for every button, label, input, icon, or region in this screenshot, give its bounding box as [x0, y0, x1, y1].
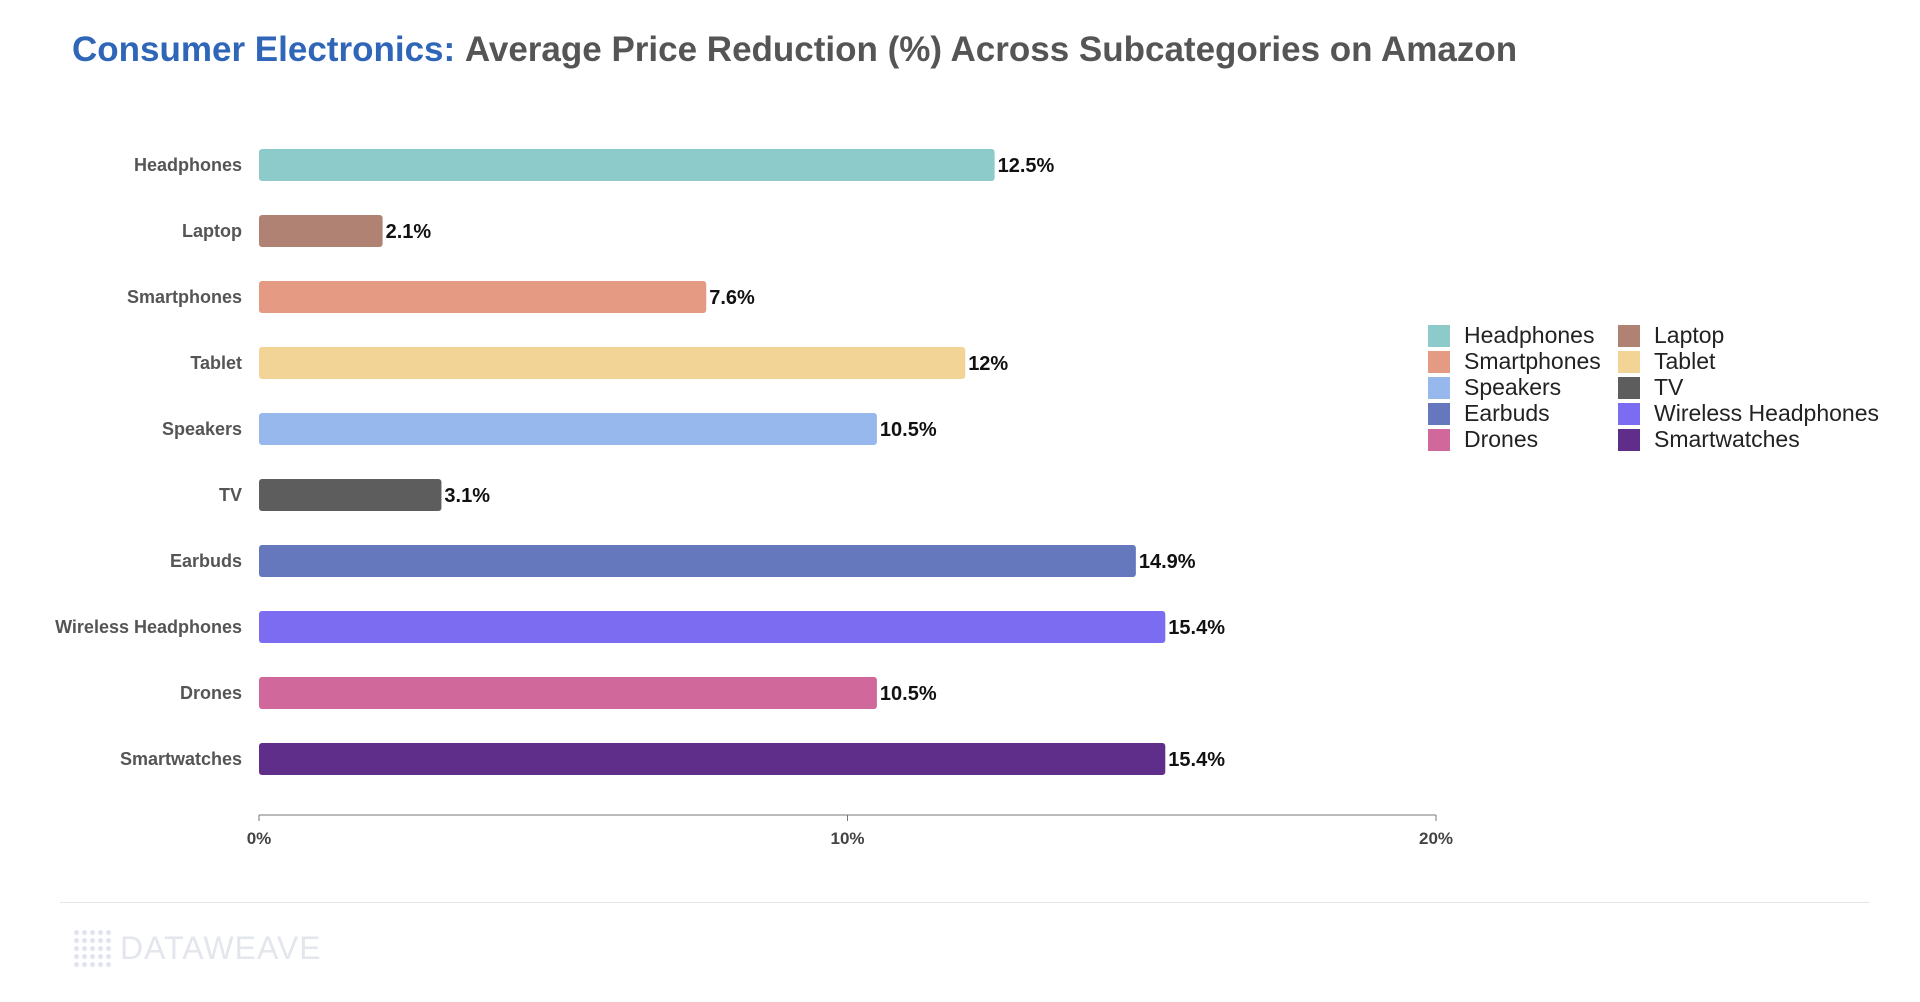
chart-legend: Headphones Laptop Smartphones Tablet Speaker… [1428, 322, 1879, 452]
legend-item: Speakers [1428, 374, 1618, 400]
data-label: 12% [968, 353, 1008, 375]
legend-swatch [1618, 324, 1640, 347]
bar [259, 413, 877, 445]
bar [259, 215, 383, 247]
legend-label: Earbuds [1464, 400, 1550, 426]
legend-item: Laptop [1618, 322, 1868, 348]
bar [259, 611, 1166, 643]
bar [259, 149, 995, 181]
data-label: 12.5% [998, 155, 1055, 177]
dataweave-logo-icon [72, 928, 112, 968]
category-label: Smartwatches [120, 749, 242, 769]
legend-item: TV [1618, 374, 1868, 400]
legend-label: Laptop [1654, 322, 1725, 348]
category-label: Speakers [162, 419, 242, 439]
legend-label: Wireless Headphones [1654, 400, 1880, 426]
chart-title-accent: Consumer Electronics: [72, 30, 456, 69]
legend-item: Drones [1428, 426, 1618, 452]
bar [259, 743, 1166, 775]
category-label: Wireless Headphones [55, 617, 242, 637]
legend-swatch [1618, 376, 1640, 399]
x-tick-label: 10% [830, 829, 864, 848]
dataweave-logo: DATAWEAVE [72, 928, 322, 968]
legend-swatch [1428, 350, 1450, 373]
bar [259, 479, 442, 511]
category-label: Smartphones [127, 287, 242, 307]
legend-label: Smartphones [1464, 348, 1601, 374]
chart-title-text: Average Price Reduction (%) Across Subca… [464, 30, 1518, 69]
legend-item: Earbuds [1428, 400, 1618, 426]
legend-swatch [1428, 324, 1450, 347]
legend-label: Smartwatches [1654, 426, 1800, 452]
legend-item: Headphones [1428, 322, 1618, 348]
chart-title: Consumer Electronics: Average Price Redu… [72, 30, 1517, 70]
legend-item: Tablet [1618, 348, 1868, 374]
data-label: 15.4% [1168, 749, 1225, 771]
logo-text: DATAWEAVE [120, 929, 322, 966]
category-label: TV [219, 485, 242, 505]
data-label: 10.5% [880, 683, 937, 705]
data-label: 15.4% [1168, 617, 1225, 639]
bar [259, 347, 966, 379]
legend-item: Wireless Headphones [1618, 400, 1879, 426]
legend-swatch [1428, 376, 1450, 399]
legend-label: Tablet [1654, 348, 1716, 374]
data-label: 10.5% [880, 419, 937, 441]
bar [259, 677, 877, 709]
category-label: Drones [180, 683, 242, 703]
bar [259, 545, 1136, 577]
legend-item: Smartwatches [1618, 426, 1868, 452]
legend-label: TV [1654, 374, 1684, 400]
footer-divider [60, 902, 1870, 903]
category-label: Headphones [134, 155, 242, 175]
legend-label: Speakers [1464, 374, 1562, 400]
x-tick-label: 20% [1419, 829, 1453, 848]
legend-swatch [1428, 428, 1450, 451]
legend-swatch [1618, 428, 1640, 451]
category-label: Tablet [190, 353, 242, 373]
legend-swatch [1618, 402, 1640, 425]
data-label: 14.9% [1139, 551, 1196, 573]
data-label: 3.1% [444, 485, 490, 507]
category-label: Earbuds [170, 551, 242, 571]
bar [259, 281, 707, 313]
legend-label: Drones [1464, 426, 1539, 452]
data-label: 7.6% [709, 287, 755, 309]
x-tick-label: 0% [247, 829, 272, 848]
category-label: Laptop [182, 221, 242, 241]
data-label: 2.1% [386, 221, 432, 243]
legend-label: Headphones [1464, 322, 1595, 348]
legend-swatch [1428, 402, 1450, 425]
legend-swatch [1618, 350, 1640, 373]
legend-item: Smartphones [1428, 348, 1618, 374]
